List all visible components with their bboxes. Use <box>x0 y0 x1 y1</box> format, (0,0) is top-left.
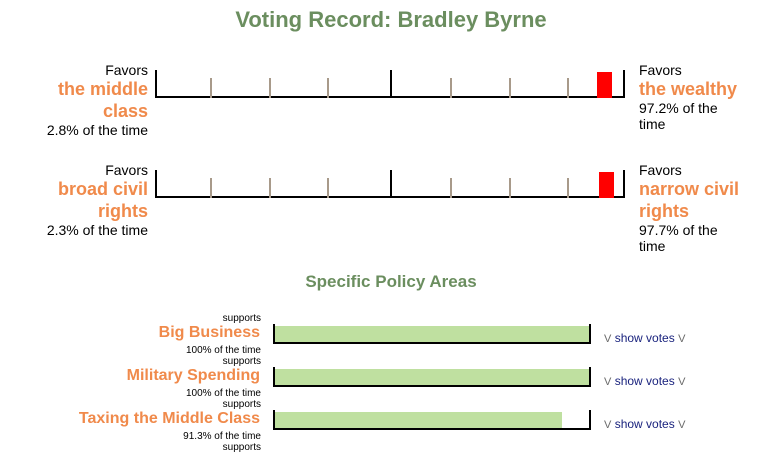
supports-label: supports <box>222 313 261 324</box>
policy-area-pct: 91.3% of the time <box>183 431 261 442</box>
scale-right-label: Favors the wealthy 97.2% of the time <box>639 62 738 132</box>
chevron-down-icon: V <box>678 419 686 431</box>
scale-left-label: Favors broad civil rights 2.3% of the ti… <box>46 162 148 238</box>
score-marker <box>599 172 615 198</box>
show-votes-link[interactable]: V show votes V <box>604 374 686 388</box>
policy-section-title: Specific Policy Areas <box>305 272 477 291</box>
scale-left-label: Favors the middle class 2.8% of the time <box>46 62 148 138</box>
policy-bar <box>273 367 591 387</box>
supports-label: supports <box>222 442 261 453</box>
policy-area-name: Big Business <box>158 324 260 341</box>
chevron-down-icon: V <box>604 419 612 431</box>
policy-area-name: Military Spending <box>126 367 260 384</box>
show-votes-link[interactable]: V show votes V <box>604 331 686 345</box>
chevron-down-icon: V <box>604 376 612 388</box>
scale-track <box>155 162 625 198</box>
chevron-down-icon: V <box>678 333 686 345</box>
policy-bar-fill <box>275 369 589 385</box>
show-votes-link[interactable]: V show votes V <box>604 417 686 431</box>
policy-bar <box>273 324 591 344</box>
policy-bar-fill <box>275 412 562 428</box>
page-title: Voting Record: Bradley Byrne <box>235 7 547 32</box>
supports-label: supports <box>222 356 261 367</box>
policy-bar <box>273 410 591 430</box>
policy-bar-fill <box>275 326 589 342</box>
policy-area-pct: 100% of the time <box>185 345 261 356</box>
scale-right-label: Favors narrow civil rights 97.7% of the … <box>639 162 740 254</box>
scale-track <box>155 62 625 98</box>
supports-label: supports <box>222 399 261 410</box>
chevron-down-icon: V <box>604 333 612 345</box>
policy-area-pct: 100% of the time <box>185 388 261 399</box>
policy-area-name: Taxing the Middle Class <box>78 410 260 427</box>
chevron-down-icon: V <box>678 376 686 388</box>
score-marker <box>596 72 612 98</box>
